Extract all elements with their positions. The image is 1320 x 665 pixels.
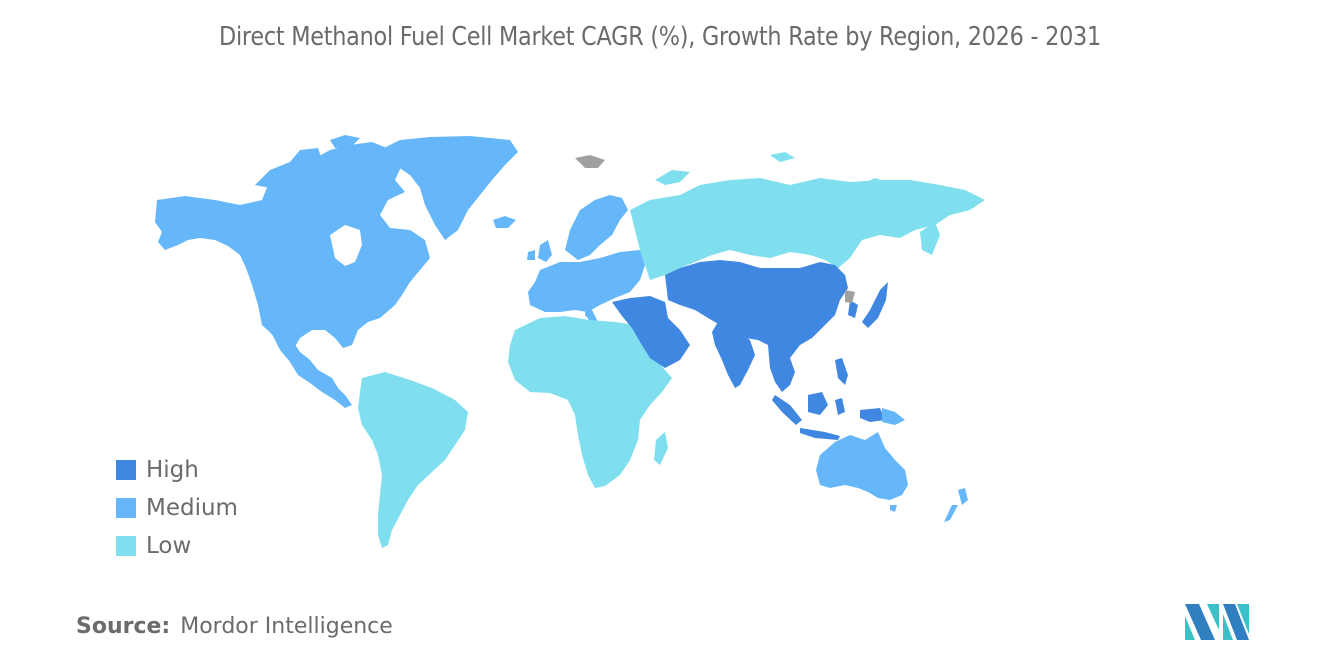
legend-label: High [146, 457, 199, 483]
legend-swatch-medium [116, 498, 136, 518]
region-africa [508, 316, 672, 488]
source-value: Mordor Intelligence [180, 614, 393, 639]
region-svalbard [575, 155, 605, 168]
mordor-intelligence-logo [1185, 604, 1249, 640]
region-russia [630, 152, 985, 280]
legend-item-medium: Medium [116, 489, 238, 527]
legend-item-low: Low [116, 527, 238, 565]
legend-label: Medium [146, 495, 238, 521]
legend: High Medium Low [116, 451, 238, 565]
legend-swatch-high [116, 460, 136, 480]
legend-item-high: High [116, 451, 238, 489]
region-north-america [155, 135, 518, 408]
source-attribution: Source: Mordor Intelligence [76, 614, 393, 639]
chart-title: Direct Methanol Fuel Cell Market CAGR (%… [218, 22, 1102, 52]
region-oceania [816, 408, 968, 522]
region-south-america [358, 372, 468, 548]
region-no-data [845, 290, 855, 303]
legend-label: Low [146, 533, 192, 559]
legend-swatch-low [116, 536, 136, 556]
source-key: Source: [76, 614, 171, 639]
region-asia [612, 260, 888, 440]
